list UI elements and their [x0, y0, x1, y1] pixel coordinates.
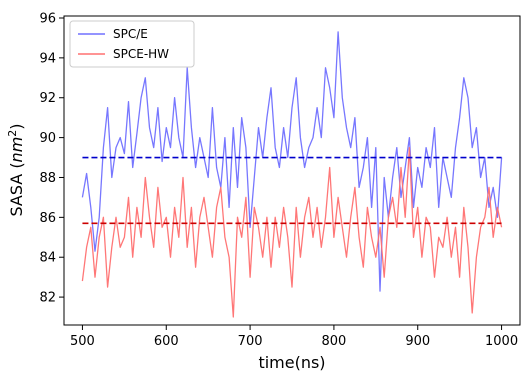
x-tick-label: 800: [321, 334, 346, 349]
y-tick-label: 82: [39, 291, 56, 306]
series-line-1: [81, 146, 503, 318]
y-tick-label: 86: [39, 211, 56, 226]
legend: SPC/E SPCE-HW: [69, 20, 195, 68]
y-tick-label: 84: [39, 251, 56, 266]
y-axis-title-close: ): [7, 123, 26, 129]
x-tick-label: 700: [238, 334, 263, 349]
legend-label-spce: SPC/E: [113, 27, 148, 41]
y-tick-label: 88: [39, 171, 56, 186]
y-axis-title-unit: nm: [7, 137, 26, 163]
y-tick-label: 94: [39, 51, 56, 66]
y-tick-label: 90: [39, 131, 56, 146]
x-axis-title: time(ns): [258, 353, 325, 372]
mean-lines: [82, 156, 502, 225]
x-tick-label: 500: [70, 334, 95, 349]
x-tick-label: 900: [405, 334, 430, 349]
y-tick-label: 96: [39, 11, 56, 26]
plot-lines: [81, 31, 503, 318]
y-tick-label: 92: [39, 91, 56, 106]
x-tick-label: 600: [154, 334, 179, 349]
legend-box: [69, 20, 195, 68]
x-axis-ticks: 500 600 700 800 900 1000: [70, 325, 518, 349]
y-axis-ticks: 82 84 86 88 90 92 94 96: [39, 11, 64, 306]
plot-frame: [63, 15, 521, 326]
x-tick-label: 1000: [485, 334, 518, 349]
y-axis-title-exponent: 2: [6, 130, 19, 137]
y-axis-title-main: SASA (: [7, 162, 26, 216]
y-axis-title: SASA (nm2): [6, 123, 26, 216]
legend-label-spce-hw: SPCE-HW: [113, 47, 169, 61]
series-line-0: [81, 31, 503, 292]
